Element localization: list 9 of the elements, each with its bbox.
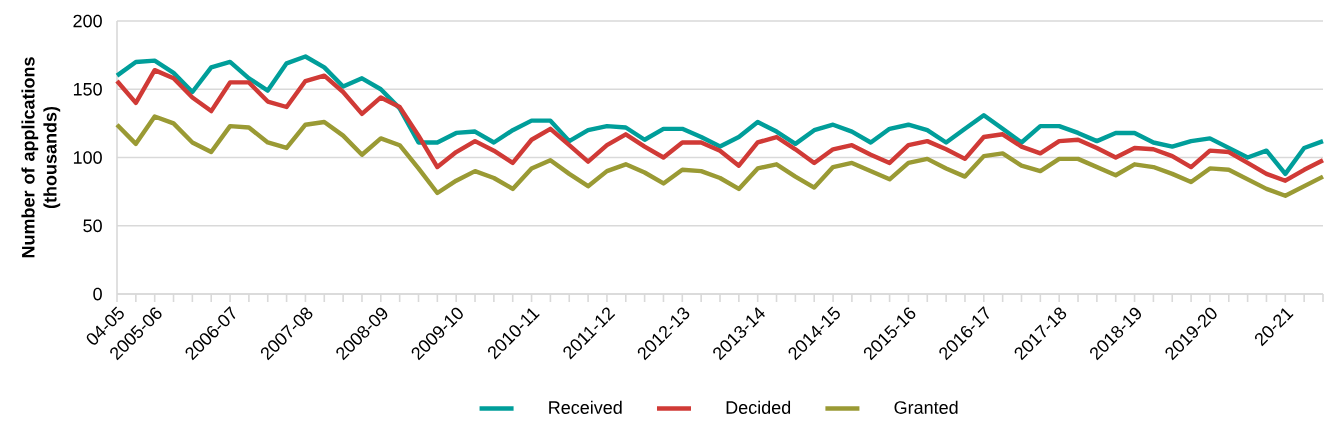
legend-label: Received — [549, 400, 622, 414]
legend-label: Granted — [894, 400, 958, 414]
y-tick-label: 0 — [93, 287, 102, 301]
y-tick-label: 50 — [83, 219, 102, 233]
y-tick-label: 100 — [73, 151, 102, 164]
y-axis-title: Number of applications (thousands) — [21, 57, 61, 258]
y-tick-label: 150 — [73, 82, 102, 96]
y-tick-label: 200 — [73, 14, 102, 28]
legend-label: Decided — [726, 400, 791, 414]
